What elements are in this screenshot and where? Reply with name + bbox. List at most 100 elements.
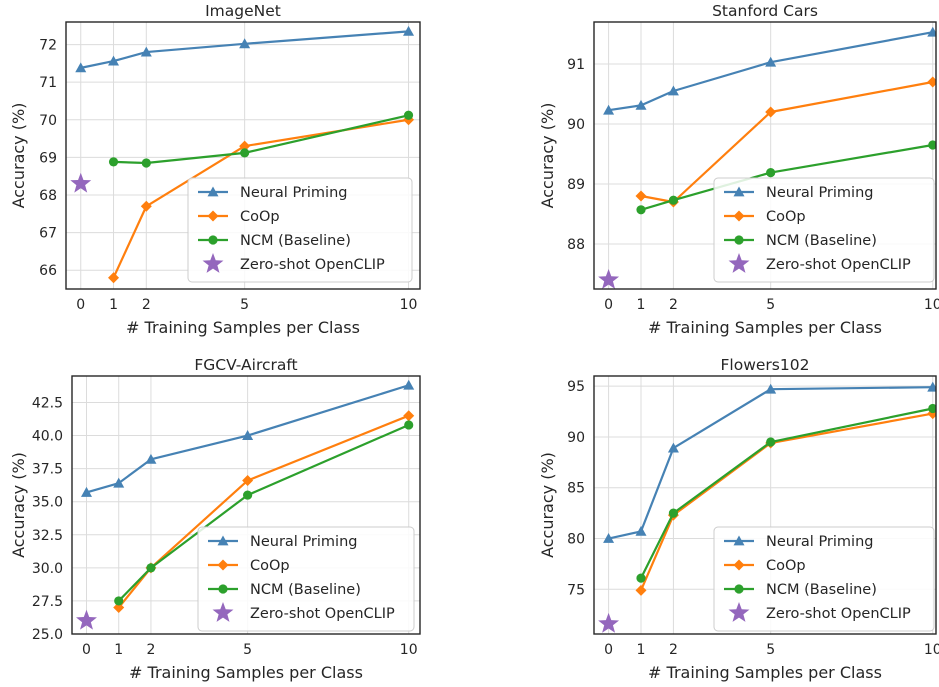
legend-box <box>713 526 935 632</box>
y-tick-label: 88 <box>567 237 585 253</box>
data-point-coop <box>113 602 125 614</box>
legend-marker-ncm-baseline <box>218 584 228 594</box>
y-axis-label: Accuracy (%) <box>538 452 557 558</box>
data-point-neural-priming <box>113 477 125 488</box>
y-tick-label: 95 <box>567 379 585 395</box>
chart-flowers: 0 1 2 5 10 75 80 85 90 95 Flowers102 # Training Sam… <box>538 356 939 682</box>
data-point-zero-shot-openclip <box>598 269 620 289</box>
legend-label-ncm-baseline: NCM (Baseline) <box>240 233 351 249</box>
chart-imagenet: 0 1 2 5 10 66 67 68 69 70 71 72 ImageNet # Training S… <box>9 2 421 337</box>
data-point-ncm-baseline <box>108 157 119 167</box>
legend-box <box>197 526 415 632</box>
data-point-ncm-baseline <box>766 437 776 447</box>
legend: Neural Priming CoOp NCM (Baseline) Zero-sho… <box>713 526 935 632</box>
data-point-ncm-baseline <box>141 158 151 168</box>
data-point-ncm-baseline <box>668 508 679 518</box>
x-tick-label: 1 <box>637 297 646 313</box>
data-point-ncm-baseline <box>928 403 936 414</box>
legend: Neural Priming CoOp NCM (Baseline) Zero-sho… <box>713 177 935 283</box>
y-tick-label: 90 <box>567 117 585 133</box>
legend-marker-coop <box>733 210 745 222</box>
x-tick-label: 0 <box>82 642 91 658</box>
legend-label-ncm-baseline: NCM (Baseline) <box>250 582 361 598</box>
y-tick-label: 68 <box>39 188 57 204</box>
y-tick-label: 25.0 <box>32 627 63 643</box>
y-tick-label: 30.0 <box>32 561 63 577</box>
legend-label-coop: CoOp <box>766 209 806 225</box>
x-tick-label: 5 <box>766 642 775 658</box>
chart-title: ImageNet <box>205 2 281 20</box>
plot-area <box>598 381 936 633</box>
data-point-neural-priming <box>927 26 936 37</box>
data-point-ncm-baseline <box>243 490 253 500</box>
data-point-zero-shot-openclip <box>76 609 97 630</box>
chart-cars: 0 1 2 5 10 88 89 90 91 Stanford Cars # Training Sa… <box>538 2 939 337</box>
data-point-coop <box>239 140 251 152</box>
series-line-ncm-baseline <box>113 114 409 165</box>
data-point-ncm-baseline <box>146 563 156 573</box>
y-tick-label: 72 <box>39 38 57 54</box>
legend-label-coop: CoOp <box>766 558 806 574</box>
legend-marker-coop <box>217 559 229 571</box>
data-point-coop <box>140 200 152 212</box>
y-tick-label: 91 <box>567 57 585 73</box>
y-tick-label: 85 <box>567 481 585 497</box>
data-point-neural-priming <box>667 442 679 453</box>
legend-marker-ncm-baseline <box>208 235 218 245</box>
x-tick-label: 0 <box>604 297 613 313</box>
chart-title: Stanford Cars <box>712 2 818 20</box>
y-tick-label: 70 <box>39 113 57 129</box>
x-tick-label: 10 <box>400 297 418 313</box>
legend-marker-neural-priming <box>733 186 745 197</box>
legend-marker-zero-shot-openclip <box>202 253 224 273</box>
y-tick-label: 27.5 <box>32 594 63 610</box>
data-point-neural-priming <box>603 533 615 543</box>
legend-label-neural-priming: Neural Priming <box>766 534 873 550</box>
y-tick-label: 32.5 <box>32 528 63 544</box>
data-point-ncm-baseline <box>114 596 124 606</box>
data-point-neural-priming <box>145 453 157 464</box>
data-point-neural-priming <box>765 56 777 67</box>
y-tick-label: 71 <box>39 75 57 91</box>
legend-label-ncm-baseline: NCM (Baseline) <box>766 233 877 249</box>
data-point-neural-priming <box>635 99 647 110</box>
legend-marker-coop <box>733 559 745 571</box>
x-tick-label: 1 <box>637 642 646 658</box>
data-point-coop <box>635 190 647 202</box>
y-tick-label: 80 <box>567 532 585 548</box>
y-tick-label: 69 <box>39 150 57 166</box>
y-axis-label: Accuracy (%) <box>538 103 557 209</box>
axes-frame <box>593 21 937 290</box>
chart-title: FGCV-Aircraft <box>194 356 297 374</box>
axes-frame <box>71 375 421 635</box>
legend-marker-neural-priming <box>207 186 219 197</box>
x-tick-label: 0 <box>604 642 613 658</box>
legend-marker-zero-shot-openclip <box>728 602 750 622</box>
x-tick-label: 2 <box>669 642 678 658</box>
data-point-neural-priming <box>242 430 254 440</box>
x-tick-label: 10 <box>400 642 418 658</box>
x-tick-label: 2 <box>669 297 678 313</box>
data-point-ncm-baseline <box>404 420 414 430</box>
legend-marker-neural-priming <box>217 535 229 546</box>
y-tick-label: 75 <box>567 582 585 598</box>
y-tick-label: 35.0 <box>32 495 63 511</box>
data-point-ncm-baseline <box>636 205 646 215</box>
data-point-coop <box>765 106 777 118</box>
data-point-neural-priming <box>635 525 647 536</box>
x-tick-label: 5 <box>243 642 252 658</box>
x-tick-label: 10 <box>924 297 939 313</box>
data-point-neural-priming <box>667 85 679 96</box>
legend-marker-zero-shot-openclip <box>728 253 750 273</box>
data-point-zero-shot-openclip <box>598 612 620 633</box>
data-point-neural-priming <box>108 55 120 66</box>
legend-label-neural-priming: Neural Priming <box>240 185 347 201</box>
series-line-coop <box>640 80 933 204</box>
data-point-ncm-baseline <box>403 110 414 120</box>
series-line-ncm-baseline <box>640 407 933 579</box>
x-axis-label: # Training Samples per Class <box>126 318 360 337</box>
data-point-ncm-baseline <box>240 148 250 158</box>
legend-box <box>187 177 413 283</box>
x-axis-label: # Training Samples per Class <box>648 318 882 337</box>
